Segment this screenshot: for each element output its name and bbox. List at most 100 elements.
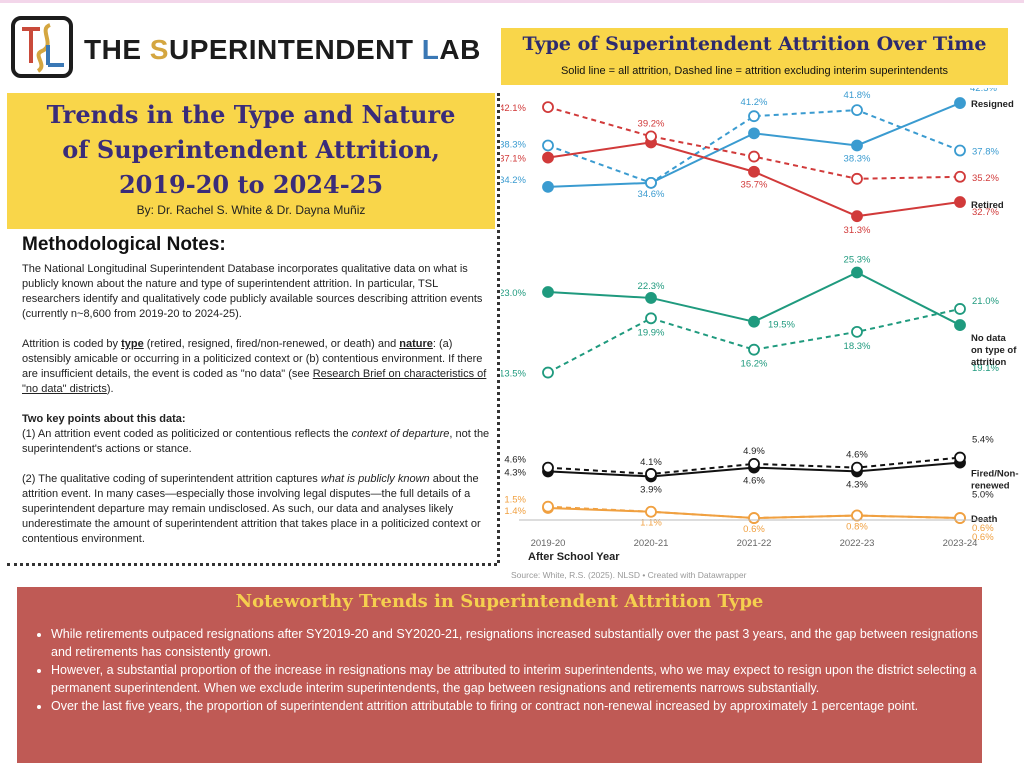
- noteworthy-trends-title: Noteworthy Trends in Superintendent Attr…: [235, 591, 764, 612]
- data-label: 4.3%: [846, 479, 868, 490]
- title-box: Trends in the Type and Nature of Superin…: [7, 93, 495, 229]
- data-label: 4.3%: [504, 467, 526, 478]
- data-point: [748, 315, 760, 328]
- trend-bullet: While retirements outpaced resignations …: [51, 625, 986, 661]
- methodology-p2: Attrition is coded by type (retired, res…: [22, 338, 487, 395]
- data-label: 31.3%: [844, 225, 871, 236]
- data-point: [748, 150, 760, 163]
- data-label: 35.2%: [972, 173, 999, 184]
- data-point: [542, 366, 554, 379]
- x-tick-label: 2020-21: [634, 538, 669, 549]
- data-label: 32.7%: [972, 207, 999, 218]
- series-line-3: [547, 106, 961, 180]
- series-line-7: [547, 456, 961, 475]
- data-label: 1.5%: [504, 495, 526, 506]
- chart-subtitle: Solid line = all attrition, Dashed line …: [560, 65, 949, 77]
- data-label: 0.6%: [743, 524, 765, 535]
- data-point: [954, 97, 966, 109]
- data-point: [542, 180, 554, 193]
- data-label: 0.6%: [972, 523, 994, 534]
- key-point-2: (2) The qualitative coding of superinten…: [22, 473, 481, 545]
- superintendent-lab-logo-icon: [11, 16, 73, 78]
- data-label: 1.4%: [504, 506, 526, 517]
- data-point: [542, 139, 554, 152]
- brand-name: THE SUPERINTENDENT LAB: [84, 34, 481, 65]
- data-label: 0.6%: [972, 532, 994, 543]
- data-label: 18.3%: [844, 341, 871, 352]
- data-label: 0.8%: [846, 522, 868, 533]
- research-brief-link[interactable]: Research Brief on characteristics of "no…: [22, 368, 487, 395]
- series-line-5: [547, 307, 961, 374]
- trend-bullet: Over the last five years, the proportion…: [51, 697, 986, 715]
- series-legend-label: Retired: [971, 200, 1004, 211]
- data-point: [954, 170, 966, 183]
- data-label: 4.6%: [504, 455, 526, 466]
- data-label: 22.3%: [638, 281, 665, 292]
- data-point: [851, 104, 863, 117]
- data-point: [851, 461, 863, 474]
- chart-source: Source: White, R.S. (2025). NLSD • Creat…: [511, 570, 747, 580]
- data-label: 5.4%: [972, 435, 994, 446]
- data-point: [645, 176, 657, 189]
- data-label: 39.2%: [638, 118, 665, 129]
- data-point: [954, 512, 966, 524]
- data-label: 34.6%: [638, 189, 665, 200]
- data-label: 21.0%: [972, 296, 999, 307]
- data-point: [851, 172, 863, 185]
- data-point: [748, 512, 760, 524]
- data-label: 41.2%: [741, 97, 768, 108]
- horizontal-divider: [7, 563, 497, 566]
- data-point: [954, 303, 966, 315]
- x-tick-label: 2021-22: [737, 538, 772, 549]
- data-label: 4.9%: [743, 446, 765, 457]
- data-label: 41.8%: [844, 90, 871, 101]
- data-label: 5.0%: [972, 490, 994, 501]
- data-label: 25.3%: [844, 254, 871, 265]
- data-point: [954, 451, 966, 464]
- data-label: 35.7%: [741, 180, 768, 191]
- x-tick-label: 2019-20: [531, 538, 566, 549]
- data-point: [954, 319, 966, 331]
- data-point: [748, 457, 760, 470]
- data-label: 13.5%: [501, 369, 527, 380]
- data-label: 3.9%: [640, 484, 662, 495]
- data-point: [542, 151, 554, 164]
- data-label: 1.1%: [640, 518, 662, 529]
- data-point: [851, 325, 863, 338]
- data-point: [748, 165, 760, 178]
- data-point: [851, 139, 863, 152]
- data-label: 42.5%: [970, 88, 997, 94]
- data-label: 38.3%: [501, 139, 527, 150]
- data-label: 4.6%: [743, 476, 765, 487]
- data-point: [851, 509, 863, 522]
- x-tick-label: 2022-23: [840, 538, 875, 549]
- series-legend-label: No data on type of attrition: [971, 333, 1017, 368]
- data-label: 16.2%: [741, 359, 768, 370]
- data-point: [645, 505, 657, 518]
- noteworthy-trends-box: Noteworthy Trends in Superintendent Attr…: [17, 587, 982, 763]
- data-point: [645, 292, 657, 304]
- x-axis-label: After School Year: [528, 551, 620, 563]
- chart-title: Type of Superintendent Attrition Over Ti…: [522, 33, 987, 55]
- data-point: [851, 210, 863, 223]
- data-point: [542, 461, 554, 474]
- data-point: [645, 130, 657, 143]
- methodology-heading: Methodological Notes:: [22, 234, 226, 255]
- byline: By: Dr. Rachel S. White & Dr. Dayna Muñi…: [136, 203, 366, 217]
- data-label: 37.1%: [501, 154, 527, 165]
- data-point: [748, 343, 760, 356]
- data-label: 4.6%: [846, 450, 868, 461]
- page-title: Trends in the Type and Nature of Superin…: [46, 100, 456, 199]
- chart-header: Type of Superintendent Attrition Over Ti…: [501, 28, 1008, 85]
- methodology-p1: The National Longitudinal Superintendent…: [22, 263, 483, 320]
- data-label: 42.1%: [501, 103, 527, 114]
- data-label: 34.2%: [501, 175, 527, 186]
- data-label: 19.5%: [768, 320, 795, 331]
- data-point: [645, 312, 657, 325]
- data-point: [542, 500, 554, 513]
- trend-bullet: However, a substantial proportion of the…: [51, 661, 986, 697]
- series-line-1: [547, 109, 961, 184]
- x-tick-label: 2023-24: [943, 538, 978, 549]
- data-label: 23.0%: [501, 288, 527, 299]
- data-label: 38.3%: [844, 153, 871, 164]
